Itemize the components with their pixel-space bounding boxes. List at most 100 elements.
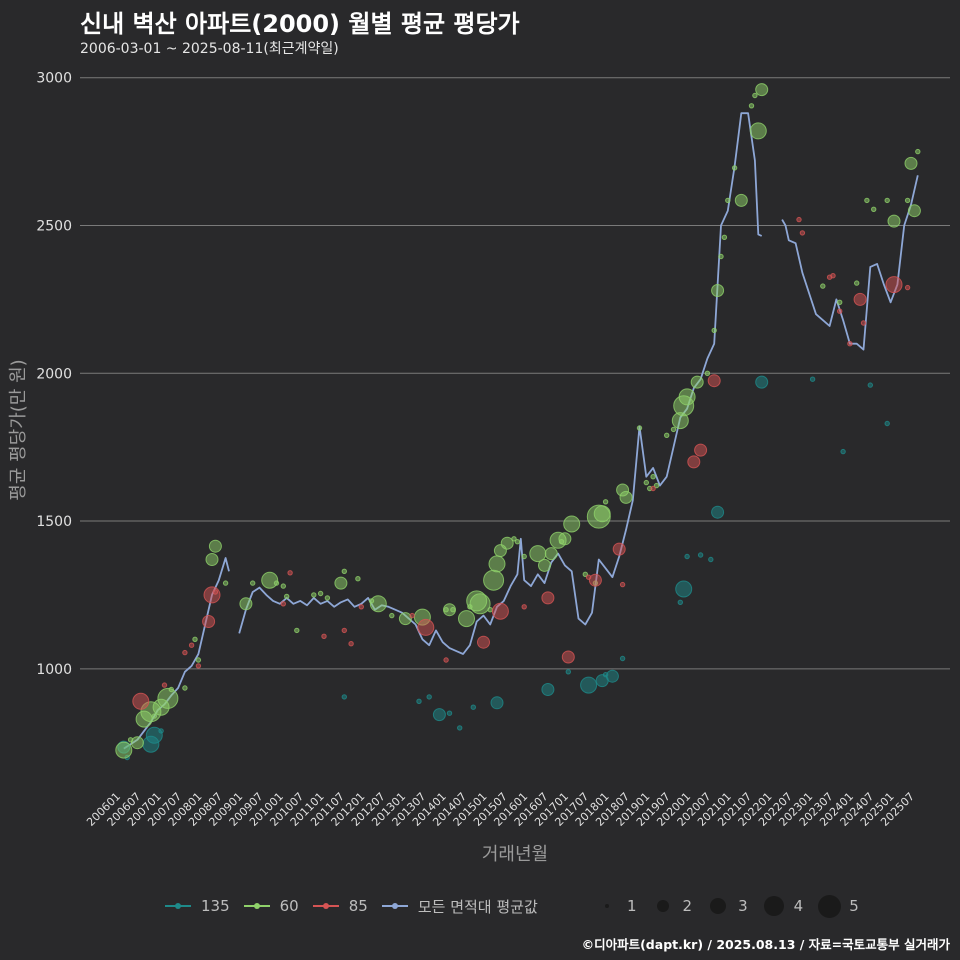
point-85-201501-17	[477, 635, 490, 649]
point-85-201601-19	[521, 604, 527, 610]
chart-subtitle: 2006-03-01 ~ 2025-08-11(최근계약일)	[80, 41, 339, 57]
y-tick-label-2500: 2500	[36, 219, 72, 235]
point-85-202211-31	[799, 230, 806, 236]
point-135-201410-11	[470, 704, 476, 710]
x-axis-label: 거래년월	[481, 844, 549, 865]
point-60-201505-42	[488, 555, 506, 573]
point-60-202305-85	[820, 283, 826, 289]
point-135-201505-12	[490, 696, 504, 710]
point-60-202111-84	[755, 83, 769, 97]
point-60-202506-92	[904, 197, 911, 204]
point-135-201803-18	[605, 669, 619, 683]
y-tick-label-3000: 3000	[36, 71, 72, 87]
point-85-200804-5	[202, 615, 216, 628]
source-caption: ©디아파트(dapt.kr) / 2025.08.13 / 자료=국토교통부 실…	[581, 937, 950, 952]
point-60-202103-79	[731, 165, 738, 171]
size-legend-label-3: 3	[738, 897, 748, 915]
point-60-201801-59	[602, 499, 609, 505]
point-85-201004-9	[287, 570, 293, 576]
point-60-201107-25	[334, 576, 348, 590]
point-135-202311-28	[840, 448, 846, 455]
point-60-202007-73	[704, 370, 711, 376]
point-85-202005-28	[694, 443, 708, 457]
point-60-202406-88	[864, 197, 870, 204]
point-60-201101-23	[317, 590, 324, 597]
legend-swatch-60	[243, 898, 270, 914]
point-85-202308-33	[830, 273, 836, 279]
point-60-202010-75	[711, 284, 725, 297]
point-60-202508-94	[907, 204, 921, 218]
point-60-200903-15	[239, 597, 253, 611]
size-legend-item-3: 3	[706, 894, 748, 918]
point-60-200612-5	[151, 713, 158, 719]
point-60-202001-71	[678, 388, 696, 406]
grid-lines	[80, 77, 950, 670]
point-60-201707-55	[582, 571, 588, 577]
series-legend: 135 60 85 모든 면적대 평균값	[165, 894, 552, 918]
point-60-201206-29	[369, 595, 387, 613]
point-85-201903-26	[650, 485, 656, 492]
point-85-201110-12	[348, 641, 354, 647]
chart-title: 신내 벽산 아파트(2000) 월별 평균 평당가	[80, 10, 520, 38]
point-85-200709-2	[182, 649, 188, 656]
point-60-201103-24	[324, 595, 331, 601]
legend-label-avg: 모든 면적대 평균값	[417, 897, 538, 916]
point-60-200704-7	[157, 687, 179, 709]
size-legend: 1 2 3 4 5	[595, 894, 873, 918]
size-legend-item-2: 2	[651, 894, 692, 918]
point-60-201006-21	[294, 627, 300, 634]
point-135-202005-23	[697, 552, 704, 558]
point-60-201511-46	[514, 539, 521, 545]
point-85-201108-11	[341, 627, 347, 634]
point-60-201508-44	[500, 536, 514, 550]
point-85-200801-4	[195, 663, 202, 669]
point-60-201112-27	[355, 576, 361, 582]
y-axis-label: 평균 평당가(만 원)	[8, 359, 29, 501]
point-60-201607-49	[538, 558, 551, 572]
point-60-201108-26	[341, 568, 347, 574]
point-85-200806-7	[212, 589, 219, 595]
point-60-201807-61	[619, 490, 633, 504]
legend-label-85: 85	[348, 897, 368, 915]
point-60-202012-77	[721, 234, 728, 241]
point-60-200805-12	[205, 553, 219, 566]
point-60-200809-14	[222, 580, 229, 586]
point-60-200912-18	[273, 580, 280, 586]
point-135-201912-21	[675, 580, 693, 598]
point-85-201806-25	[619, 581, 626, 588]
point-135-200612-3	[145, 726, 163, 744]
point-85-200711-3	[188, 642, 195, 648]
point-135-201608-13	[541, 683, 555, 696]
point-60-201609-50	[544, 547, 558, 561]
point-60-201210-30	[389, 612, 395, 619]
point-60-202009-74	[711, 327, 717, 334]
point-60-200709-9	[182, 685, 188, 691]
y-axis-ticks: 1000 1500 2000 2500 3000	[36, 71, 72, 678]
point-135-202008-24	[708, 556, 714, 563]
point-135-202412-30	[884, 420, 890, 427]
legend-label-60: 60	[279, 897, 299, 915]
legend-label-135: 135	[201, 897, 230, 915]
point-135-201708-15	[580, 676, 598, 694]
point-60-201504-41	[483, 569, 505, 591]
point-60-200603-0	[115, 741, 133, 759]
point-85-201304-14	[409, 612, 415, 619]
point-60-202502-91	[887, 214, 901, 228]
point-135-201306-6	[416, 698, 422, 704]
legend-swatch-135	[165, 898, 191, 914]
point-85-202310-34	[837, 308, 843, 314]
point-85-201402-16	[443, 657, 449, 663]
point-135-201312-8	[432, 708, 446, 722]
point-85-202401-35	[847, 341, 853, 347]
point-60-200910-17	[261, 571, 279, 589]
point-85-201710-23	[588, 573, 602, 587]
point-85-202210-30	[796, 216, 802, 223]
point-60-202408-89	[871, 206, 877, 213]
point-85-200805-6	[203, 586, 221, 604]
point-60-201408-36	[458, 610, 475, 628]
legend-item-avg: 모든 면적대 평균값	[381, 896, 538, 917]
point-60-201701-53	[558, 532, 572, 546]
point-60-202310-86	[837, 299, 843, 305]
point-60-201404-35	[450, 607, 456, 613]
y-tick-label-1000: 1000	[36, 662, 72, 678]
